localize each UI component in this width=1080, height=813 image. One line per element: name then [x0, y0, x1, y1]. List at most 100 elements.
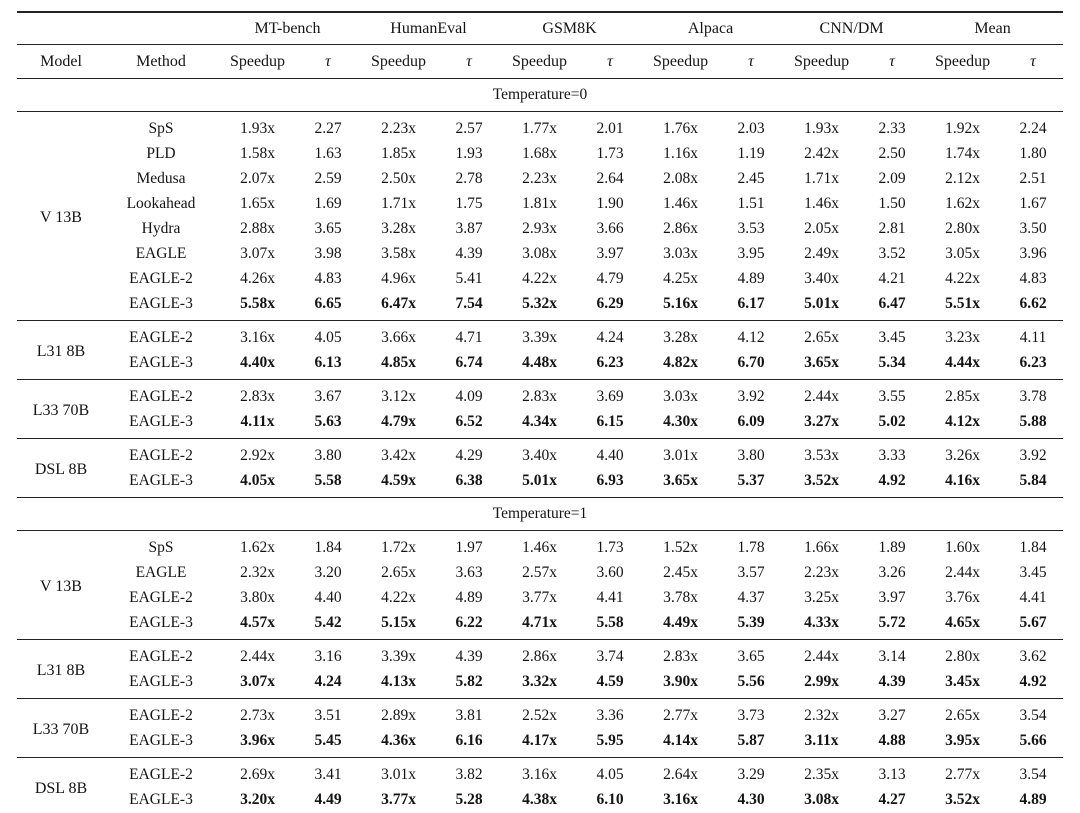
- speedup-cell: 2.44x: [945, 563, 980, 581]
- tau-header-alpaca: τ: [721, 44, 782, 79]
- speedup-cell: 3.32x: [522, 672, 557, 690]
- table-row: EAGLE-3 4.40x 6.13 4.85x 6.74 4.48x 6.23 4.82x 6…: [17, 350, 1063, 380]
- speedup-cell: 2.44x: [781, 379, 863, 409]
- tau-cell: 6.52: [455, 412, 483, 430]
- tau-cell: 6.70: [737, 353, 765, 371]
- speedup-results-table: MT-bench HumanEval GSM8K Alpaca CNN/DM Mean M…: [17, 11, 1064, 813]
- tau-cell: 1.75: [455, 194, 483, 212]
- tau-cell: 6.65: [314, 294, 342, 312]
- speedup-header-gsm8k: Speedup: [499, 44, 581, 79]
- tau-cell: 4.83: [314, 269, 342, 287]
- benchmark-header-humaneval: HumanEval: [358, 12, 500, 45]
- speedup-cell: 3.42x: [358, 438, 439, 468]
- speedup-cell: 2.23x: [358, 111, 439, 141]
- tau-cell: 3.54: [1003, 698, 1064, 728]
- speedup-cell: 2.12x: [945, 169, 980, 187]
- tau-cell: 4.49: [314, 790, 342, 808]
- tau-header-gsm8k: τ: [580, 44, 641, 79]
- speedup-cell: 3.01x: [640, 438, 722, 468]
- speedup-cell: 2.65x: [381, 563, 416, 581]
- speedup-cell: 3.03x: [640, 379, 722, 409]
- tau-cell: 3.45: [1019, 563, 1047, 581]
- speedup-cell: 6.47x: [381, 294, 416, 312]
- section-title-row: Temperature=0: [17, 78, 1064, 112]
- tau-cell: 3.87: [455, 219, 483, 237]
- speedup-cell: 3.28x: [381, 219, 416, 237]
- corner-cell-method: [105, 12, 217, 45]
- speedup-cell: 4.22x: [381, 588, 416, 606]
- tau-header-mean: τ: [1003, 44, 1064, 79]
- model-label: DSL 8B: [17, 438, 105, 498]
- speedup-cell: 3.77x: [381, 790, 416, 808]
- speedup-header-alpaca: Speedup: [640, 44, 722, 79]
- benchmark-header-mt-bench: MT-bench: [217, 12, 358, 45]
- speedup-cell: 3.53x: [781, 438, 863, 468]
- speedup-cell: 2.80x: [945, 219, 980, 237]
- tau-cell: 1.89: [862, 530, 923, 560]
- tau-cell: 2.01: [580, 111, 641, 141]
- tau-cell: 3.29: [721, 757, 782, 787]
- speedup-cell: 1.62x: [945, 194, 980, 212]
- speedup-cell: 3.23x: [922, 320, 1004, 350]
- tau-cell: 4.11: [1003, 320, 1064, 350]
- tau-cell: 6.16: [455, 731, 483, 749]
- speedup-cell: 4.59x: [381, 471, 416, 489]
- speedup-cell: 3.07x: [240, 244, 275, 262]
- tau-cell: 3.65: [314, 219, 342, 237]
- speedup-cell: 4.17x: [522, 731, 557, 749]
- speedup-cell: 1.77x: [499, 111, 581, 141]
- tau-cell: 3.36: [580, 698, 641, 728]
- tau-cell: 1.84: [298, 530, 358, 560]
- tau-cell: 5.72: [878, 613, 906, 631]
- tau-cell: 1.73: [580, 530, 641, 560]
- benchmark-header-gsm8k: GSM8K: [499, 12, 641, 45]
- tau-cell: 3.27: [862, 698, 923, 728]
- speedup-cell: 3.11x: [804, 731, 839, 749]
- tau-cell: 2.09: [878, 169, 906, 187]
- speedup-cell: 4.30x: [663, 412, 698, 430]
- tau-cell: 4.83: [1019, 269, 1047, 287]
- speedup-cell: 5.58x: [240, 294, 275, 312]
- tau-cell: 4.40: [580, 438, 641, 468]
- tau-cell: 4.27: [878, 790, 906, 808]
- speedup-cell: 5.15x: [381, 613, 416, 631]
- tau-cell: 2.45: [737, 169, 765, 187]
- tau-cell: 5.58: [314, 471, 342, 489]
- speedup-cell: 3.65x: [663, 471, 698, 489]
- speedup-cell: 1.58x: [240, 144, 275, 162]
- model-label: L33 70B: [17, 379, 105, 439]
- speedup-cell: 4.38x: [522, 790, 557, 808]
- tau-cell: 4.05: [580, 757, 641, 787]
- tau-cell: 6.93: [596, 471, 624, 489]
- tau-cell: 1.97: [439, 530, 500, 560]
- speedup-cell: 1.93x: [781, 111, 863, 141]
- speedup-cell: 1.93x: [217, 111, 298, 141]
- speedup-cell: 4.22x: [522, 269, 557, 287]
- method-label: EAGLE-3: [129, 790, 193, 808]
- tau-cell: 2.64: [596, 169, 624, 187]
- speedup-cell: 3.03x: [663, 244, 698, 262]
- speedup-cell: 4.57x: [240, 613, 275, 631]
- tau-cell: 5.84: [1019, 471, 1047, 489]
- tau-cell: 3.41: [298, 757, 358, 787]
- speedup-cell: 2.65x: [781, 320, 863, 350]
- speedup-cell: 5.32x: [522, 294, 557, 312]
- model-label: DSL 8B: [17, 757, 105, 813]
- tau-cell: 2.78: [455, 169, 483, 187]
- tau-cell: 6.23: [596, 353, 624, 371]
- tau-cell: 6.13: [314, 353, 342, 371]
- speedup-cell: 2.89x: [358, 698, 439, 728]
- speedup-cell: 2.77x: [922, 757, 1004, 787]
- table-row: EAGLE 2.32x 3.20 2.65x 3.63 2.57x 3.60 2.45x 3.5…: [17, 560, 1063, 585]
- speedup-cell: 4.36x: [381, 731, 416, 749]
- speedup-cell: 2.05x: [804, 219, 839, 237]
- speedup-cell: 3.96x: [240, 731, 275, 749]
- tau-cell: 2.81: [878, 219, 906, 237]
- table-row: Hydra 2.88x 3.65 3.28x 3.87 2.93x 3.66 2.86x 3.5…: [17, 216, 1063, 241]
- method-label: EAGLE: [135, 563, 187, 581]
- speedup-cell: 3.39x: [499, 320, 581, 350]
- speedup-cell: 2.57x: [522, 563, 557, 581]
- speedup-cell: 4.71x: [522, 613, 557, 631]
- tau-cell: 1.51: [737, 194, 765, 212]
- method-label: EAGLE-3: [129, 412, 193, 430]
